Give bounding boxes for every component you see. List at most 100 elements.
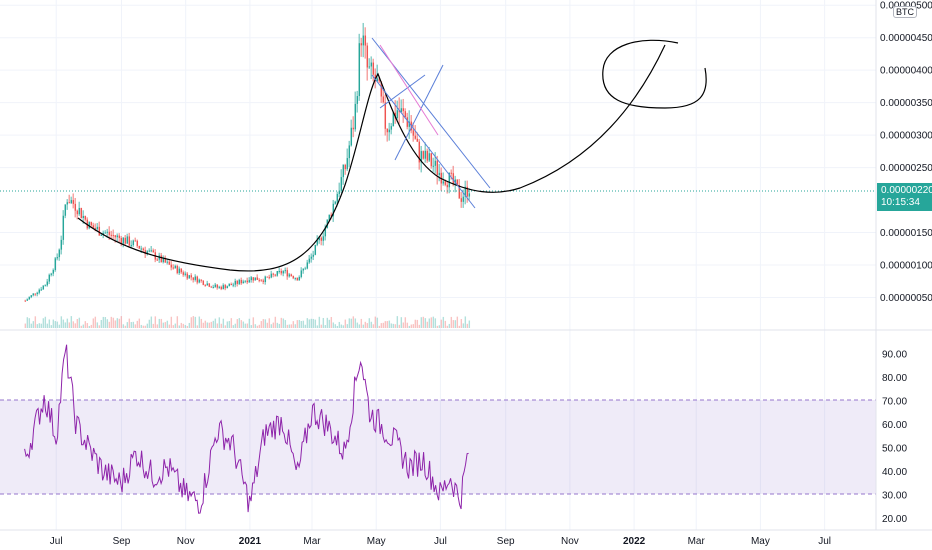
volume-bar [430, 317, 433, 328]
candle-body [334, 201, 337, 204]
candle-body [288, 274, 291, 277]
price-tick-label: 0.00000300 [880, 131, 932, 142]
channel-drawing[interactable] [371, 37, 491, 209]
volume-bar [86, 323, 89, 328]
candle-body [300, 270, 303, 278]
candle-body [258, 279, 261, 281]
volume-bar [108, 321, 111, 328]
volume-bar [110, 316, 113, 328]
candle-body [34, 293, 37, 295]
candle-body [66, 202, 69, 205]
volume-bar [406, 322, 409, 328]
volume-bar [80, 325, 83, 328]
candle-body [82, 215, 85, 219]
volume-bar [454, 320, 457, 328]
volume-bar [282, 318, 285, 328]
volume-bar [70, 316, 73, 328]
candle-body [254, 277, 257, 281]
volume-bar [240, 320, 243, 328]
price-tick-label: 0.00000100 [880, 261, 932, 272]
candle-body [62, 215, 65, 240]
candle-body [198, 279, 201, 283]
volume-bar [52, 319, 55, 328]
volume-bar [258, 324, 261, 328]
circle-drawing[interactable] [602, 39, 707, 109]
price-axis[interactable]: 0.000005000.000004500.000004000.00000350… [880, 1, 932, 304]
volume-bar [344, 319, 347, 328]
candle-body [244, 280, 247, 282]
volume-bar [24, 323, 27, 328]
candle-body [388, 129, 391, 133]
volume-bar [462, 323, 465, 328]
candle-body [214, 284, 217, 287]
volume-bar [372, 324, 375, 328]
candle-body [452, 173, 455, 185]
volume-bar [442, 316, 445, 328]
candle-body [426, 150, 429, 161]
volume-bar [162, 322, 165, 328]
volume-bar [342, 325, 345, 328]
candle-body [386, 128, 389, 133]
candle-body [226, 286, 229, 289]
pink-trendline[interactable] [379, 44, 439, 136]
time-tick-label: Jul [818, 536, 831, 547]
candle-body [72, 200, 75, 204]
volume-bar [152, 323, 155, 328]
candle-body [76, 210, 79, 215]
volume-bar [296, 320, 299, 328]
volume-bar [256, 325, 259, 328]
volume-bar [262, 319, 265, 328]
volume-bar [394, 324, 397, 328]
volume-bar [392, 323, 395, 328]
volume-bar [100, 319, 103, 328]
volume-bar [324, 325, 327, 328]
candle-body [90, 222, 93, 226]
volume-bar [146, 323, 149, 328]
candle-body [328, 214, 331, 221]
volume-bar [118, 318, 121, 328]
candle-body [432, 165, 435, 167]
volume-bar [440, 319, 443, 328]
candle-body [176, 265, 179, 274]
candle-body [74, 203, 77, 211]
candle-body [356, 96, 359, 104]
price-candles [24, 22, 471, 302]
candle-body [42, 285, 45, 290]
candle-body [294, 277, 297, 279]
candle-body [366, 45, 369, 68]
volume-bar [280, 317, 283, 328]
volume-bar [60, 316, 63, 328]
candle-body [220, 286, 223, 290]
volume-bar [116, 318, 119, 328]
candle-body [126, 236, 129, 244]
cup-drawing[interactable] [77, 44, 666, 272]
volume-bar [220, 323, 223, 328]
time-tick-label: May [367, 536, 386, 547]
volume-bar [186, 325, 189, 328]
volume-bar [182, 323, 185, 328]
candle-body [408, 121, 411, 127]
candle-body [86, 219, 89, 229]
candle-body [338, 190, 341, 194]
rsi-axis[interactable]: 90.00 80.00 70.00 60.00 50.00 40.00 30.00 20.00 [882, 350, 907, 525]
volume-bar [458, 325, 461, 328]
volume-bar [290, 324, 293, 328]
candle-body [100, 234, 103, 236]
countdown-timer: 10:15:34 [881, 197, 920, 208]
candle-body [280, 270, 283, 274]
volume-bar [346, 324, 349, 328]
candle-body [36, 292, 39, 295]
candle-body [40, 289, 43, 291]
volume-bar [84, 321, 87, 328]
candle-body [232, 284, 235, 286]
candle-body [272, 273, 275, 275]
volume-bar [128, 318, 131, 328]
time-axis[interactable]: Jul Sep Nov 2021 Mar May Jul Sep Nov 2022 Mar May Ju… [50, 536, 831, 547]
candle-body [362, 35, 365, 46]
volume-bar [400, 317, 403, 328]
volume-bar [204, 320, 207, 328]
currency-badge[interactable]: BTC [893, 6, 917, 18]
candle-body [304, 268, 307, 270]
candle-body [430, 153, 433, 167]
